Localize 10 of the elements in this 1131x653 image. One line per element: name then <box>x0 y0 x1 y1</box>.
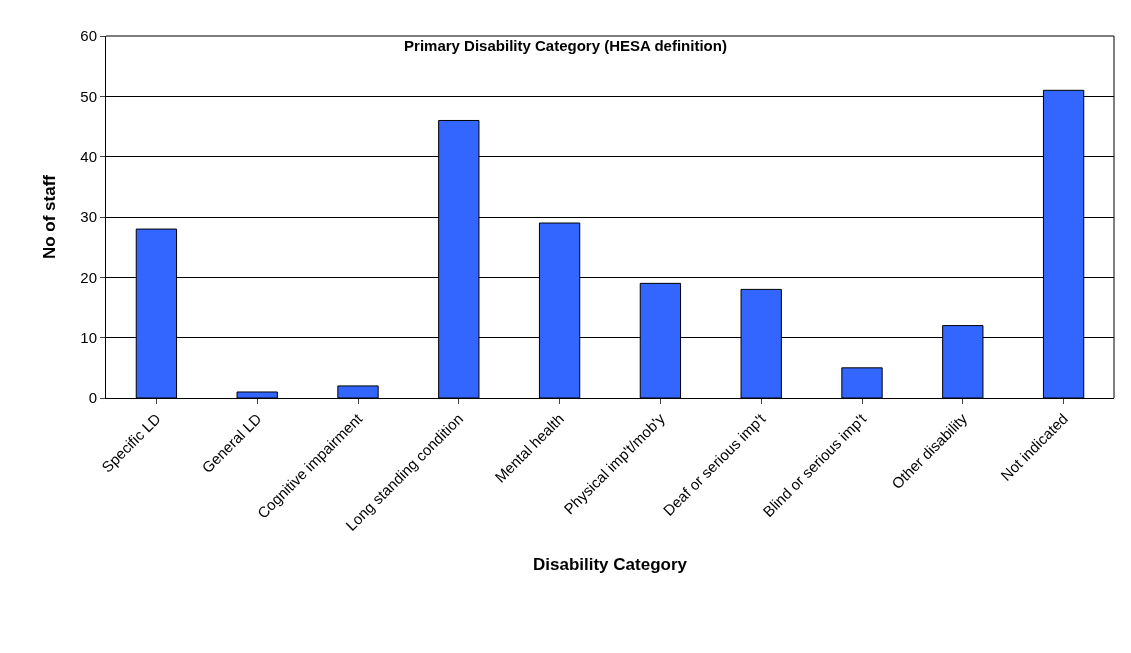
y-tick-label: 0 <box>88 389 97 407</box>
y-tick-label: 40 <box>80 147 97 165</box>
x-axis-title: Disability Category <box>533 555 688 575</box>
y-tick-label: 60 <box>80 27 97 45</box>
y-tick-label: 50 <box>80 87 97 105</box>
y-tick-label: 10 <box>80 328 97 346</box>
y-axis-title: No of staff <box>39 174 59 260</box>
y-tick-label: 30 <box>80 208 97 226</box>
y-tick-label: 20 <box>80 268 97 286</box>
chart-title: Primary Disability Category (HESA definition) <box>404 37 727 55</box>
